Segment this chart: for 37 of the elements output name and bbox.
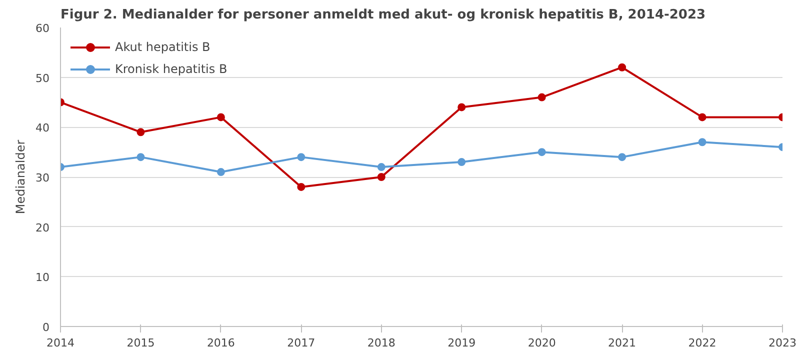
point — [698, 113, 706, 122]
y-tick-label: 60 — [36, 22, 50, 35]
y-axis-title: Medianalder — [14, 140, 28, 214]
point — [297, 153, 306, 162]
point — [136, 128, 145, 136]
point — [458, 103, 466, 112]
y-tick-label: 10 — [36, 271, 50, 284]
x-tick-label: 2015 — [126, 336, 155, 349]
legend-label: Akut hepatitis B — [115, 40, 210, 54]
point — [377, 173, 386, 181]
legend-label: Kronisk hepatitis B — [115, 62, 228, 76]
x-tick-label: 2017 — [287, 336, 316, 349]
x-tick-label: 2021 — [608, 336, 636, 349]
x-tick-label: 2022 — [688, 336, 716, 349]
y-tick-label: 50 — [36, 72, 50, 85]
y-tick-label: 20 — [36, 221, 50, 234]
y-tick-label: 30 — [36, 172, 50, 184]
x-tick-label: 2018 — [367, 336, 396, 349]
point — [216, 168, 225, 176]
point — [538, 93, 546, 102]
point — [458, 158, 466, 166]
chart-title: Figur 2. Medianalder for personer anmeldt med akut- og kronisk hepatitis B, 2014-2023 — [60, 8, 706, 22]
point — [618, 63, 626, 72]
x-tick-label: 2016 — [206, 336, 235, 349]
x-tick-label: 2014 — [46, 336, 75, 349]
point — [377, 163, 386, 172]
point — [297, 182, 306, 191]
y-tick-label: 40 — [36, 122, 50, 135]
x-tick-label: 2023 — [768, 336, 797, 349]
x-tick-label: 2019 — [448, 336, 476, 349]
point — [618, 153, 626, 162]
point — [136, 153, 145, 162]
point — [538, 148, 546, 156]
point — [216, 113, 225, 122]
x-tick-label: 2020 — [528, 336, 556, 349]
y-tick-label: 0 — [42, 321, 50, 334]
point — [698, 138, 706, 146]
